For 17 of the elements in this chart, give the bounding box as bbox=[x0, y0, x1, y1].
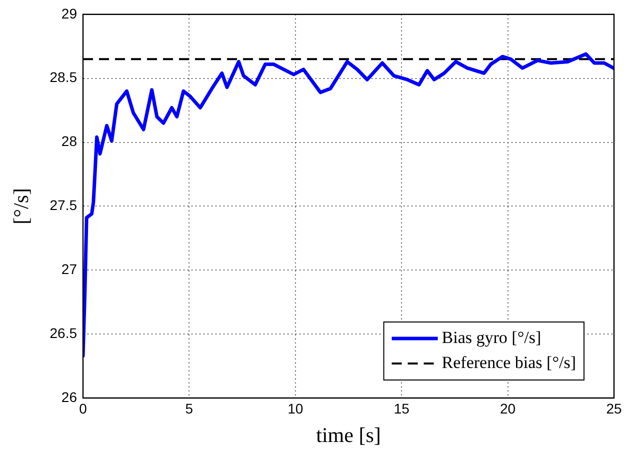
x-tick-label: 20 bbox=[500, 400, 516, 416]
legend-label: Bias gyro [°/s] bbox=[442, 328, 542, 347]
legend-label: Reference bias [°/s] bbox=[442, 352, 576, 372]
x-tick-label: 25 bbox=[606, 400, 622, 416]
x-tick-label: 0 bbox=[79, 400, 88, 416]
y-tick-label: 27.5 bbox=[50, 197, 78, 214]
y-tick-label: 28 bbox=[61, 133, 78, 150]
y-tick-label: 26 bbox=[61, 388, 78, 405]
y-tick-label: 26.5 bbox=[50, 324, 78, 341]
x-tick-label: 15 bbox=[394, 400, 410, 416]
y-tick-label: 27 bbox=[61, 260, 78, 277]
x-tick-label: 5 bbox=[185, 400, 194, 416]
y-axis-title: [°/s] bbox=[9, 188, 34, 224]
y-tick-label: 29 bbox=[61, 5, 78, 22]
x-axis-title: time [s] bbox=[316, 422, 381, 447]
x-tick-label: 10 bbox=[288, 400, 304, 416]
y-tick-label: 28.5 bbox=[50, 69, 78, 86]
